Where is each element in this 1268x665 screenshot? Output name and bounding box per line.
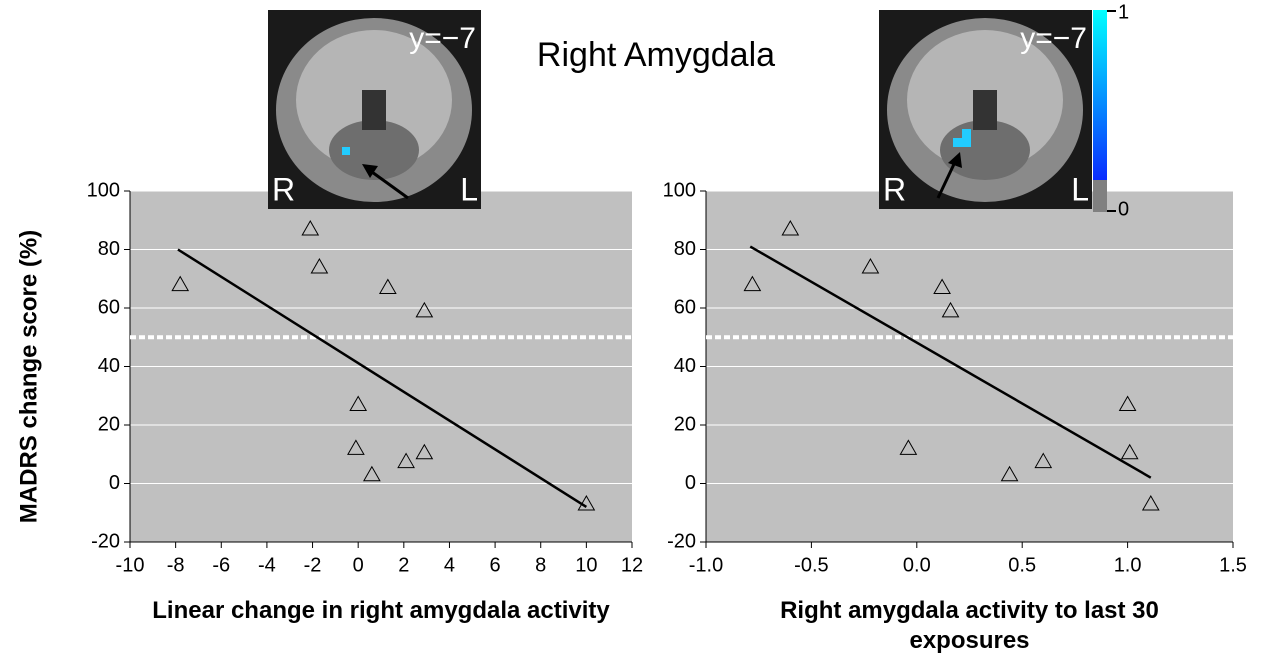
x-tick-label: -6 — [212, 554, 230, 576]
x-tick-label: 0.5 — [1008, 554, 1036, 576]
point — [1120, 443, 1139, 460]
point — [1034, 452, 1053, 469]
point — [1141, 494, 1160, 511]
point — [743, 275, 762, 292]
colorbar: 1 0 — [1093, 1, 1129, 220]
trend-line — [749, 245, 1152, 479]
x-tick-label: 0.0 — [903, 554, 931, 576]
y-tick-label: 80 — [674, 238, 696, 260]
x-tick-label: 12 — [621, 554, 643, 576]
side-label: L — [1071, 171, 1089, 207]
colorbar-label: 0 — [1118, 198, 1129, 220]
slice-label: y=−7 — [409, 22, 476, 55]
point — [347, 439, 365, 455]
x-tick-label: 1.5 — [1219, 554, 1247, 576]
x-tick-label: 2 — [398, 554, 409, 576]
y-tick-label: -20 — [667, 530, 696, 552]
point — [1000, 465, 1019, 482]
point — [933, 278, 951, 295]
y-tick-label: 40 — [98, 355, 120, 377]
point — [171, 275, 190, 292]
side-label: R — [883, 171, 906, 207]
x-axis-label: Linear change in right amygdala activity — [152, 597, 610, 624]
x-tick-label: -8 — [167, 554, 185, 576]
brain-image: y=−7 R L — [879, 10, 1092, 209]
y-axis-label: MADRS change score (%) — [15, 230, 42, 523]
x-tick-label: 0 — [353, 554, 364, 576]
point — [899, 439, 918, 455]
point — [378, 278, 397, 295]
x-axis-label: Right amygdala activity to last 30 expos… — [780, 597, 1159, 654]
point — [941, 301, 960, 318]
colorbar-label: 1 — [1118, 1, 1129, 23]
x-tick-label: 6 — [490, 554, 501, 576]
point — [415, 301, 434, 318]
figure-title: Right Amygdala — [537, 36, 775, 74]
point — [363, 465, 381, 482]
point — [1118, 395, 1137, 412]
x-tick-label: 4 — [444, 554, 455, 576]
x-tick-label: -4 — [258, 554, 276, 576]
y-tick-label: 100 — [663, 179, 696, 201]
y-tick-label: 60 — [98, 296, 120, 318]
side-label: L — [460, 171, 478, 207]
y-tick-label: -20 — [91, 530, 120, 552]
y-tick-label: 20 — [98, 413, 120, 435]
slice-label: y=−7 — [1020, 22, 1087, 55]
y-tick-label: 100 — [87, 179, 120, 201]
point — [861, 258, 880, 274]
point — [781, 220, 800, 236]
x-tick-label: -0.5 — [794, 554, 828, 576]
x-tick-label: 10 — [575, 554, 597, 576]
y-tick-label: 80 — [98, 238, 120, 260]
point — [301, 220, 320, 236]
y-tick-label: 40 — [674, 355, 696, 377]
point — [397, 452, 415, 469]
point — [310, 258, 329, 274]
x-tick-label: -1.0 — [689, 554, 723, 576]
point — [349, 395, 368, 412]
x-tick-label: 1.0 — [1114, 554, 1142, 576]
y-tick-label: 60 — [674, 296, 696, 318]
trend-line — [177, 248, 588, 508]
x-tick-label: -2 — [304, 554, 322, 576]
brain-image: y=−7 R L — [268, 10, 481, 209]
side-label: R — [272, 171, 295, 207]
y-tick-label: 20 — [674, 413, 696, 435]
x-tick-label: 8 — [535, 554, 546, 576]
x-tick-label: -10 — [116, 554, 145, 576]
point — [415, 443, 434, 460]
y-tick-label: 0 — [109, 472, 120, 494]
point — [577, 494, 596, 511]
y-tick-label: 0 — [685, 472, 696, 494]
